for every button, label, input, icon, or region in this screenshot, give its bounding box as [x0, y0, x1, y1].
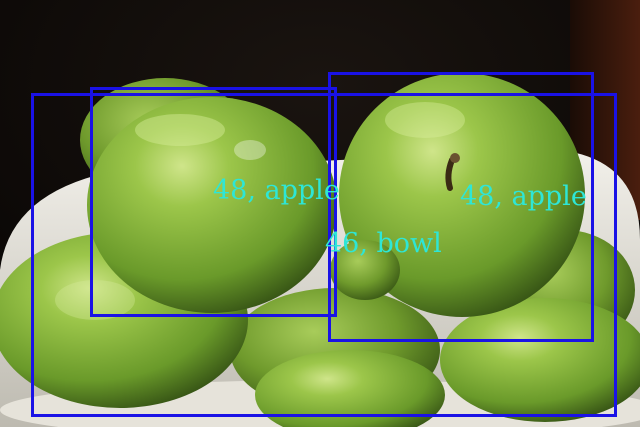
bounding-box-apple-left [90, 87, 337, 317]
detection-label-apple-right: 48, apple [460, 181, 587, 212]
detection-label-bowl: 46, bowl [325, 228, 442, 259]
detection-label-apple-left: 48, apple [213, 175, 340, 206]
bounding-box-apple-right [328, 72, 594, 342]
bounding-box-bowl [31, 93, 617, 417]
